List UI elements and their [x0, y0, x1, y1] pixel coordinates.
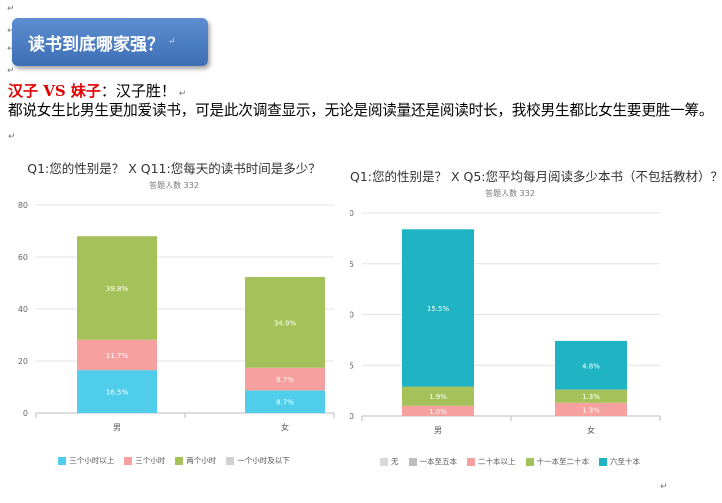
paragraph-mark: ↵: [7, 44, 15, 54]
chart-plot: 0 5 10 15 20 1.0% 1.9% 15.5% 男 1.3% 1.3% 4.8% 女: [350, 209, 661, 435]
x-tick-label: 女: [281, 422, 289, 432]
legend-swatch: [380, 457, 388, 466]
data-label: 15.5%: [427, 305, 450, 313]
legend-item: 一个小时及以下: [226, 455, 290, 466]
legend-item: 三个小时: [124, 455, 165, 466]
bar-segment: [402, 405, 474, 416]
y-tick-label: 0: [23, 409, 28, 418]
y-tick-label: 0: [350, 412, 354, 421]
legend-swatch: [525, 457, 534, 466]
data-label: 16.5%: [106, 389, 129, 397]
legend-swatch: [408, 457, 417, 466]
bar-segment: [402, 386, 474, 406]
chart-plot: 0 20 40 60 80 16.5% 11.7% 39.8% 男 8.7% 8.7% 34.9% 女: [18, 201, 335, 432]
legend-swatch: [226, 456, 235, 465]
legend-label: 无: [391, 457, 399, 466]
data-label: 8.7%: [276, 399, 294, 407]
legend-swatch: [175, 456, 184, 465]
legend-item: 无: [380, 456, 399, 467]
paragraph-mark: ↵: [660, 482, 668, 492]
legend-swatch: [599, 457, 607, 466]
chart-subtitle: 答题人数 332: [485, 189, 535, 198]
legend-swatch: [467, 457, 475, 466]
paragraph-mark: ↵: [8, 132, 16, 142]
bar-segment: [77, 339, 157, 371]
bar-segment: [245, 367, 325, 391]
y-tick-label: 40: [18, 305, 28, 314]
chart-title: Q1:您的性别是？ X Q5:您平均每月阅读多少本书（不包括教材）？: [350, 169, 722, 184]
reading-time-chart: Q1:您的性别是？ X Q11:您每天的读书时间是多少？ 答题人数 332 0 2…: [4, 150, 344, 475]
subheading-highlight: 汉子 VS 妹子: [8, 82, 101, 100]
data-label: 11.7%: [106, 352, 129, 360]
bar-segment: [555, 340, 627, 390]
data-label: 4.8%: [582, 362, 600, 370]
legend-label: 二十本以上: [478, 457, 516, 466]
paragraph-mark: ↵: [168, 37, 176, 47]
legend-label: 三个小时: [135, 456, 166, 465]
bar-segment: [402, 229, 474, 387]
paragraph-mark: ↵: [7, 4, 15, 14]
y-tick-label: 5: [350, 361, 354, 370]
data-label: 1.9%: [429, 393, 447, 401]
legend-item: 一本至五本: [408, 456, 458, 467]
paragraph-mark: ↵: [7, 26, 15, 36]
legend-label: 一本至五本: [419, 457, 458, 466]
chart-legend: 三个小时以上 三个小时 两个小时 一个小时及以下: [4, 455, 344, 466]
subheading: 汉子 VS 妹子：汉子胜！ ↵: [8, 80, 186, 101]
legend-item: 二十本以上: [467, 456, 516, 467]
bar-segment: [555, 402, 627, 416]
data-label: 39.8%: [106, 285, 129, 293]
chart-title: Q1:您的性别是？ X Q11:您每天的读书时间是多少？: [27, 161, 321, 176]
bar-segment: [555, 389, 627, 403]
body-paragraph: 都说女生比男生更加爱读书，可是此次调查显示，无论是阅读量还是阅读时长，我校男生都…: [8, 100, 714, 148]
y-tick-label: 20: [18, 357, 28, 366]
x-tick-label: 男: [113, 423, 121, 432]
data-label: 1.3%: [582, 393, 600, 401]
legend-label: 十一本至二十本: [536, 457, 590, 466]
chart-subtitle: 答题人数 332: [149, 181, 199, 190]
data-label: 1.3%: [582, 406, 600, 414]
bar-segment: [245, 277, 325, 368]
y-tick-label: 10: [350, 311, 354, 320]
x-tick-label: 女: [587, 425, 595, 435]
body-text: 都说女生比男生更加爱读书，可是此次调查显示，无论是阅读量还是阅读时长，我校男生都…: [8, 102, 714, 119]
section-title: 读书到底哪家强？: [28, 34, 164, 55]
legend-item: 十一本至二十本: [525, 456, 590, 467]
legend-label: 一个小时及以下: [237, 456, 290, 465]
data-label: 34.9%: [274, 319, 297, 327]
legend-item: 六至十本: [599, 456, 640, 467]
paragraph-mark: ↵: [7, 66, 15, 76]
bar-segment: [77, 236, 157, 340]
legend-label: 六至十本: [610, 457, 640, 466]
paragraph-mark: ↵: [175, 89, 187, 99]
legend-swatch: [58, 456, 67, 465]
y-tick-label: 20: [350, 209, 354, 218]
x-tick-label: 男: [434, 426, 442, 435]
books-per-month-chart: Q1:您的性别是？ X Q5:您平均每月阅读多少本书（不包括教材）？ 答题人数 …: [350, 158, 722, 478]
chart-legend: 无 一本至五本 二十本以上 十一本至二十本 六至十本: [350, 456, 670, 467]
bar-segment: [245, 390, 325, 413]
subheading-rest: ：汉子胜！: [100, 82, 176, 100]
section-title-box: 读书到底哪家强？ ↵: [12, 18, 208, 66]
legend-swatch: [124, 456, 133, 465]
legend-label: 两个小时: [186, 456, 217, 465]
data-label: 8.7%: [276, 376, 294, 384]
legend-label: 三个小时以上: [69, 456, 115, 465]
data-label: 1.0%: [429, 408, 447, 416]
y-tick-label: 80: [18, 201, 28, 210]
legend-item: 三个小时以上: [58, 455, 114, 466]
y-tick-label: 15: [350, 260, 354, 269]
bar-segment: [77, 370, 157, 413]
y-tick-label: 60: [18, 253, 28, 262]
legend-item: 两个小时: [175, 455, 216, 466]
